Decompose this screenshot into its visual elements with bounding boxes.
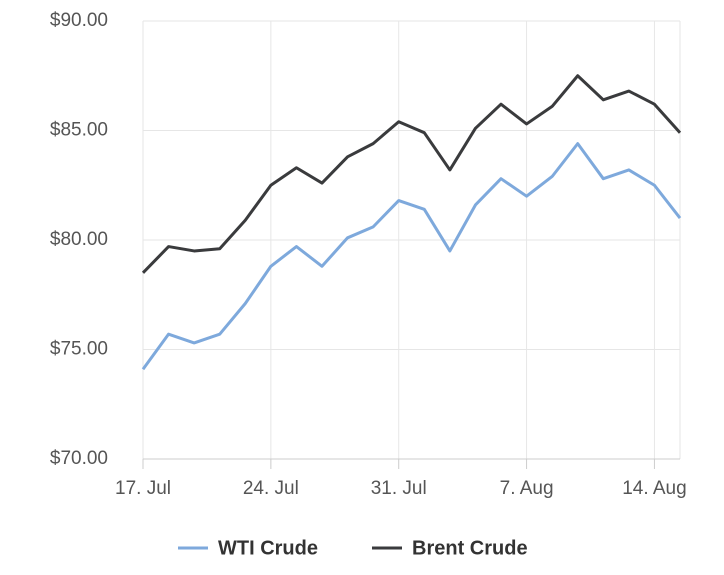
legend-label: WTI Crude <box>218 537 318 559</box>
x-tick-label: 31. Jul <box>371 478 427 499</box>
line-series <box>141 74 682 274</box>
x-tick-label: 14. Aug <box>622 478 686 499</box>
y-tick-label: $75.00 <box>50 339 108 360</box>
legend-label: Brent Crude <box>412 537 528 559</box>
y-tick-label: $70.00 <box>50 448 108 469</box>
line-series <box>141 142 682 371</box>
x-tick-label: 17. Jul <box>115 478 171 499</box>
y-tick-label: $90.00 <box>50 10 108 31</box>
x-tick-label: 24. Jul <box>243 478 299 499</box>
x-tick-label: 7. Aug <box>500 478 554 499</box>
y-tick-label: $85.00 <box>50 120 108 141</box>
y-tick-label: $80.00 <box>50 229 108 250</box>
